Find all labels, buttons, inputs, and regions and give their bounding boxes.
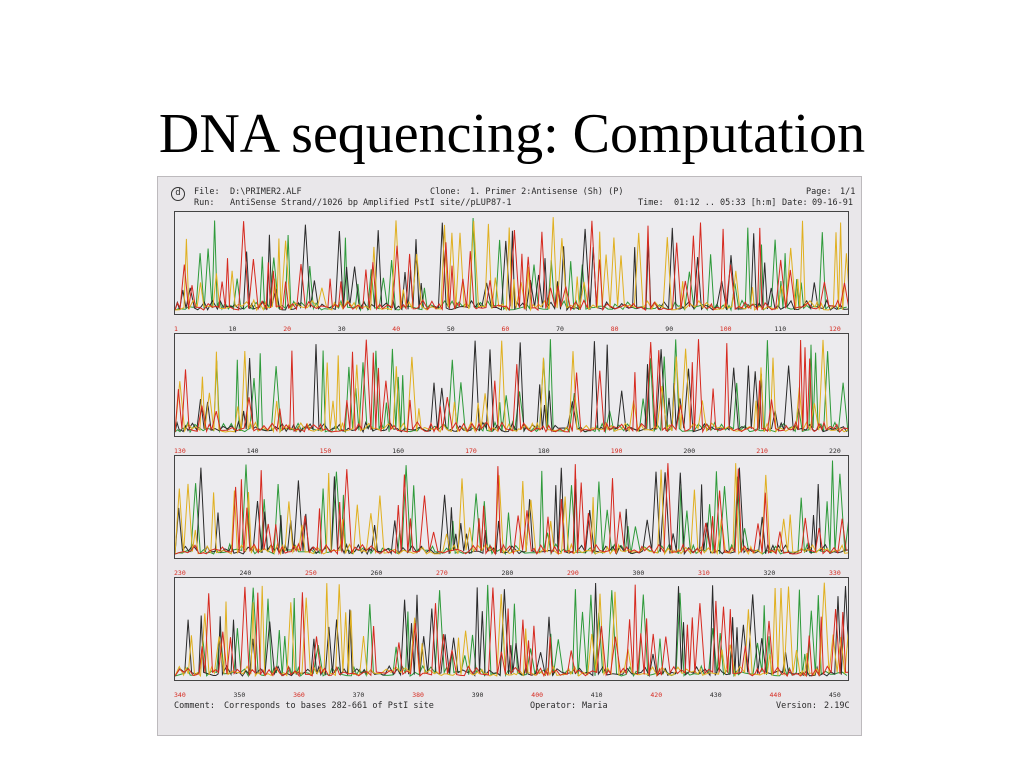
comment-label: Comment: xyxy=(174,701,215,711)
trace-plot xyxy=(175,339,848,434)
base-position-number: 190 xyxy=(610,447,623,455)
base-position-number: 70 xyxy=(556,325,564,333)
base-position-number: 200 xyxy=(683,447,696,455)
trace-panel xyxy=(174,211,849,315)
trace-panel xyxy=(174,333,849,437)
base-position-number: 450 xyxy=(829,691,841,699)
operator-value: Maria xyxy=(582,701,608,711)
run-value: AntiSense Strand//1026 bp Amplified PstI… xyxy=(230,198,512,208)
trace-line-a xyxy=(175,460,848,556)
date-label: Date: xyxy=(782,198,808,208)
base-position-number: 360 xyxy=(293,691,305,699)
base-position-number: 20 xyxy=(283,325,292,333)
base-position-number: 80 xyxy=(610,325,619,333)
base-position-number: 430 xyxy=(709,691,722,699)
trace-plot xyxy=(175,460,848,556)
base-position-number: 320 xyxy=(763,569,776,577)
base-position-number: 10 xyxy=(228,325,237,333)
trace-line-a xyxy=(175,584,848,678)
trace-plot xyxy=(175,217,848,312)
base-position-numbers: 1 10 20 30 40 50 60 70 80 90 100 110 120 xyxy=(174,325,849,333)
base-position-number: 230 xyxy=(174,569,186,577)
base-position-number: 1 xyxy=(174,325,178,333)
base-position-number: 440 xyxy=(769,691,782,699)
base-position-number: 260 xyxy=(370,569,383,577)
base-position-number: 250 xyxy=(305,569,317,577)
slide-title: DNA sequencing: Computation xyxy=(158,103,866,165)
trace-panel xyxy=(174,455,849,559)
base-position-number: 40 xyxy=(392,325,401,333)
base-position-number: 270 xyxy=(436,569,448,577)
operator-label: Operator: xyxy=(530,701,577,711)
base-position-number: 300 xyxy=(632,569,645,577)
trace-panel xyxy=(174,577,849,681)
base-position-number: 240 xyxy=(239,569,252,577)
base-position-number: 150 xyxy=(319,447,332,455)
base-position-number: 100 xyxy=(719,325,732,333)
base-position-number: 210 xyxy=(756,447,768,455)
base-position-number: 280 xyxy=(501,569,514,577)
date-value: 09-16-91 xyxy=(812,198,853,208)
base-position-number: 160 xyxy=(392,447,405,455)
comment-value: Corresponds to bases 282-661 of PstI sit… xyxy=(224,701,434,711)
base-position-numbers: 340 350 360 370 380 390 400 410 420 430 440 450 xyxy=(174,691,849,699)
trace-line-t xyxy=(175,339,848,434)
base-position-number: 390 xyxy=(471,691,484,699)
trace-line-t xyxy=(175,584,848,678)
trace-line-t xyxy=(175,463,847,556)
trace-line-g xyxy=(175,339,848,434)
clone-label: Clone: xyxy=(430,187,461,197)
base-position-number: 130 xyxy=(174,447,186,455)
pharmacia-logo-icon: d xyxy=(171,187,185,201)
base-position-number: 30 xyxy=(337,325,346,333)
base-position-number: 220 xyxy=(829,447,841,455)
base-position-numbers: 230 240 250 260 270 280 290 300 310 320 330 xyxy=(174,569,849,577)
base-position-number: 170 xyxy=(465,447,477,455)
base-position-number: 290 xyxy=(567,569,579,577)
base-position-number: 50 xyxy=(446,325,455,333)
trace-line-g xyxy=(175,217,848,312)
sequencing-chromatogram: d File: D:\PRIMER2.ALF Clone: 1. Primer … xyxy=(157,176,862,736)
base-position-number: 180 xyxy=(537,447,550,455)
base-position-number: 120 xyxy=(829,325,841,333)
file-value: D:\PRIMER2.ALF xyxy=(230,187,302,197)
base-position-number: 350 xyxy=(233,691,246,699)
page-value: 1/1 xyxy=(840,187,856,197)
base-position-numbers: 130 140 150 160 170 180 190 200 210 220 xyxy=(174,447,849,455)
file-label: File: xyxy=(194,187,220,197)
base-position-number: 110 xyxy=(774,325,787,333)
trace-line-a xyxy=(175,339,848,434)
run-label: Run: xyxy=(194,198,215,208)
base-position-number: 380 xyxy=(412,691,424,699)
base-position-number: 330 xyxy=(829,569,841,577)
base-position-number: 370 xyxy=(352,691,365,699)
version-label: Version: xyxy=(776,701,817,711)
version-value: 2.19C xyxy=(824,701,850,711)
base-position-number: 310 xyxy=(698,569,710,577)
page-label: Page: xyxy=(806,187,832,197)
time-value: 01:12 .. 05:33 [h:m] xyxy=(674,198,777,208)
base-position-number: 60 xyxy=(501,325,510,333)
base-position-number: 90 xyxy=(665,325,674,333)
time-label: Time: xyxy=(638,198,664,208)
base-position-number: 140 xyxy=(246,447,259,455)
base-position-number: 400 xyxy=(531,691,544,699)
base-position-number: 420 xyxy=(650,691,663,699)
trace-line-t xyxy=(175,220,848,312)
base-position-number: 410 xyxy=(590,691,603,699)
trace-line-g xyxy=(175,582,848,678)
trace-plot xyxy=(175,582,848,678)
clone-value: 1. Primer 2:Antisense (Sh) (P) xyxy=(470,187,624,197)
trace-line-c xyxy=(175,340,848,434)
base-position-number: 340 xyxy=(174,691,186,699)
